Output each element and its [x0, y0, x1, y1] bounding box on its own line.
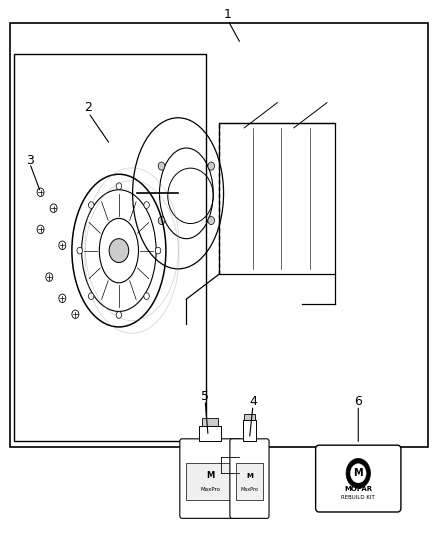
Circle shape [346, 458, 371, 488]
Bar [199, 425, 221, 441]
Text: MaxPro: MaxPro [200, 487, 220, 492]
Circle shape [37, 225, 44, 233]
Circle shape [144, 201, 149, 208]
Text: 3: 3 [26, 154, 34, 167]
Circle shape [72, 310, 79, 318]
Bar [236, 463, 263, 500]
Text: 5: 5 [201, 390, 209, 403]
Circle shape [158, 162, 165, 170]
Text: 4: 4 [249, 395, 257, 408]
Circle shape [46, 273, 53, 281]
Circle shape [144, 293, 149, 300]
Circle shape [155, 247, 161, 254]
Bar [244, 414, 254, 420]
Circle shape [88, 201, 94, 208]
Circle shape [109, 239, 129, 263]
FancyBboxPatch shape [316, 445, 401, 512]
Circle shape [208, 216, 215, 224]
Text: REBUILD KIT: REBUILD KIT [341, 495, 375, 499]
Bar [219, 123, 335, 274]
Circle shape [88, 293, 94, 300]
FancyBboxPatch shape [180, 439, 241, 519]
Bar [10, 22, 428, 447]
Text: M: M [353, 469, 363, 478]
Text: MOPAR: MOPAR [344, 486, 372, 492]
Circle shape [116, 312, 122, 318]
Circle shape [350, 464, 366, 483]
Circle shape [208, 162, 215, 170]
Text: 2: 2 [85, 101, 92, 114]
Circle shape [59, 294, 66, 303]
Circle shape [116, 183, 122, 190]
Circle shape [158, 216, 165, 224]
Circle shape [50, 204, 57, 213]
Text: M: M [246, 473, 253, 479]
Text: M: M [206, 471, 215, 480]
Circle shape [37, 188, 44, 197]
Bar [14, 54, 206, 441]
Bar [186, 463, 234, 500]
Text: 1: 1 [224, 8, 232, 21]
FancyBboxPatch shape [230, 439, 269, 519]
Bar [243, 420, 256, 441]
Bar [202, 418, 218, 425]
Circle shape [77, 247, 82, 254]
Circle shape [59, 241, 66, 249]
Text: MaxPro: MaxPro [240, 487, 258, 492]
Text: 6: 6 [354, 395, 362, 408]
